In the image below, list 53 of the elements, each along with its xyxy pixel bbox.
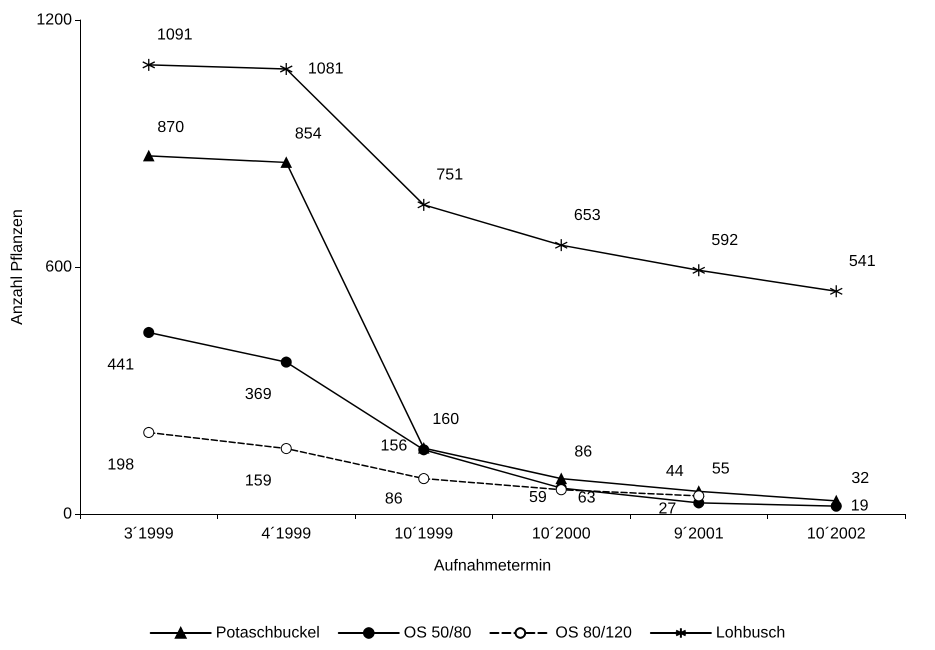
data-label: 198: [107, 456, 134, 474]
data-label: 63: [578, 490, 596, 507]
data-label: 160: [432, 411, 460, 428]
data-label: 59: [528, 489, 547, 506]
data-label: 1081: [308, 60, 344, 78]
point: [143, 326, 154, 338]
point: [830, 500, 842, 512]
legend-label: Lohbusch: [716, 624, 786, 642]
data-label: 55: [712, 460, 730, 478]
data-label: 44: [666, 462, 684, 480]
point: [280, 156, 292, 168]
x-axis-title: Aufnahmetermin: [434, 558, 552, 574]
x-tick-label: 3´1999: [124, 526, 174, 542]
point: [692, 264, 706, 277]
data-label: 27: [658, 500, 676, 518]
data-label: 441: [107, 356, 134, 374]
data-label: 653: [574, 207, 601, 224]
legend-label: OS 50/80: [404, 624, 472, 642]
data-label: 86: [384, 490, 403, 508]
data-label: 541: [848, 253, 876, 270]
legend-label: OS 80/120: [555, 624, 632, 642]
point: [693, 490, 704, 502]
data-label: 592: [711, 232, 738, 250]
x-tick-label: 10´2000: [532, 526, 591, 542]
data-label: 32: [851, 470, 870, 487]
data-label: 156: [380, 437, 408, 454]
y-tick-label: 1200: [36, 12, 72, 28]
x-tick-label: 10´2002: [806, 526, 866, 542]
data-label: 751: [436, 166, 464, 184]
point: [417, 198, 430, 212]
y-tick-label: 600: [45, 258, 72, 276]
x-tick-label: 9´2001: [674, 526, 724, 542]
data-label: 86: [574, 444, 592, 461]
x-tick-label: 4´1999: [261, 526, 312, 542]
x-tick-label: 10´1999: [394, 526, 454, 542]
point: [142, 58, 156, 72]
point: [280, 443, 292, 454]
y-tick-label: 0: [63, 506, 72, 522]
point: [143, 150, 154, 162]
point: [280, 356, 292, 368]
point: [280, 62, 293, 76]
point: [418, 473, 430, 484]
data-label: 159: [244, 472, 272, 490]
legend-label: Potaschbuckel: [216, 624, 320, 642]
data-label: 854: [294, 125, 322, 142]
point: [830, 284, 843, 298]
y-axis-title: Anzahl Pflanzen: [9, 209, 26, 325]
data-label: 369: [244, 386, 272, 404]
point: [143, 426, 154, 438]
point: [554, 238, 568, 252]
data-label: 1091: [156, 26, 193, 44]
data-label: 19: [850, 498, 869, 515]
data-label: 870: [157, 118, 184, 136]
